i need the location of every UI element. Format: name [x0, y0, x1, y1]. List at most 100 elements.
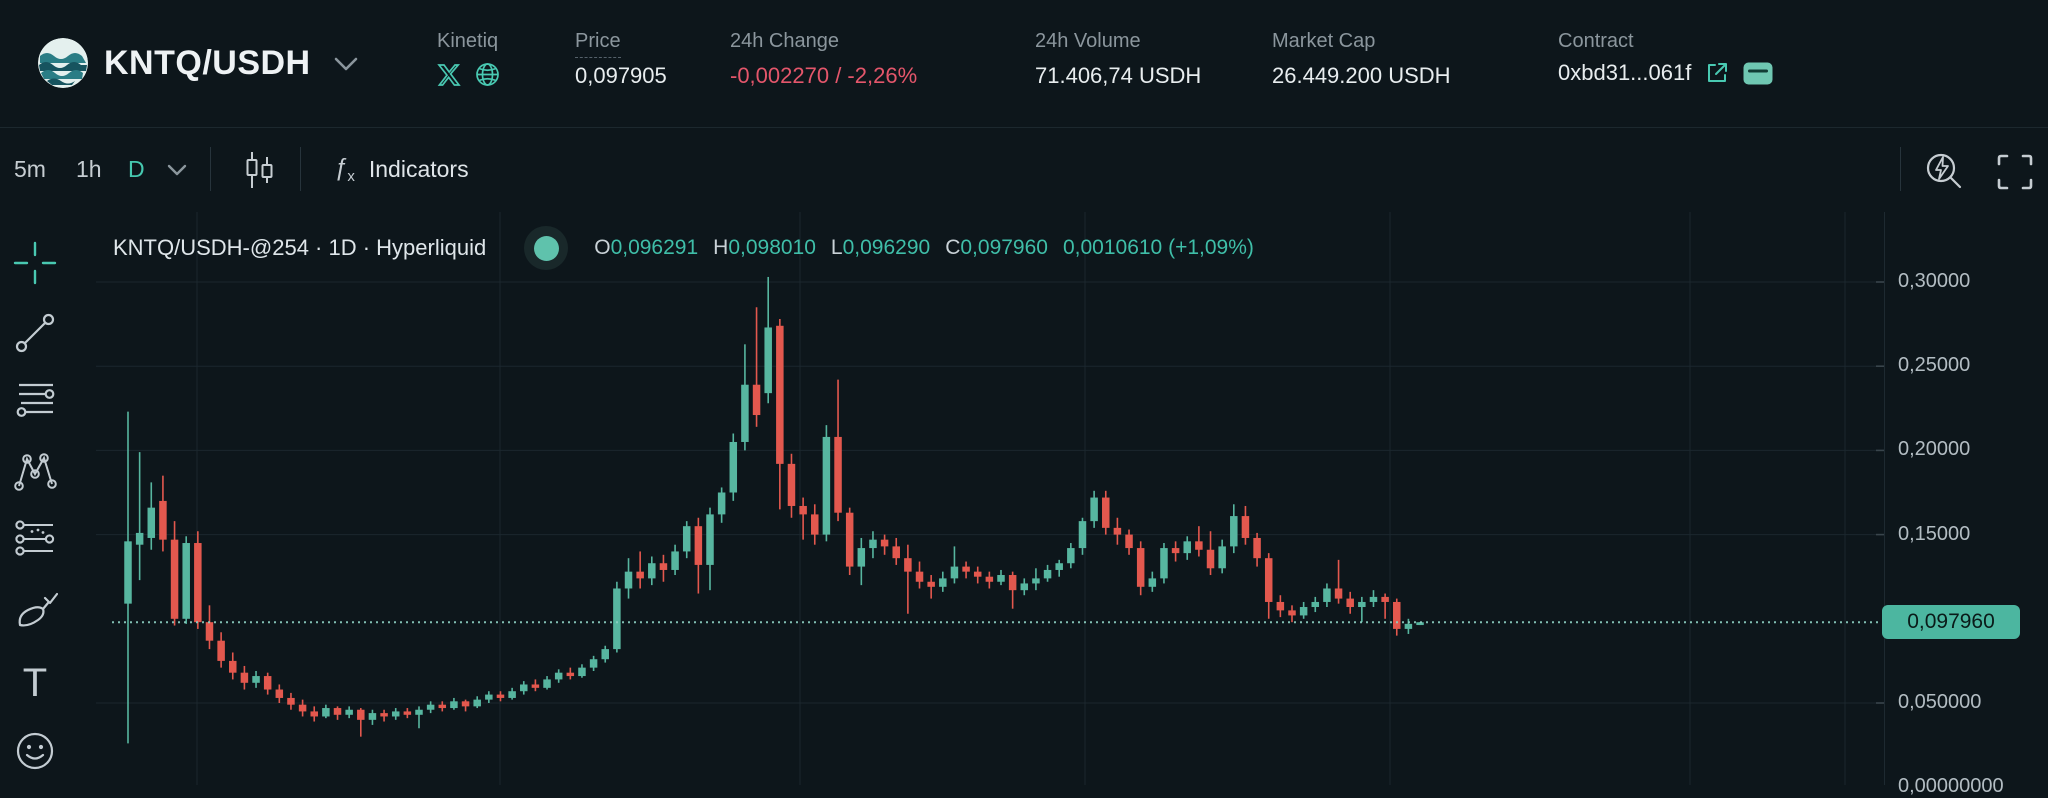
candle-body: [624, 571, 633, 589]
candle-body: [159, 500, 167, 540]
candle-body: [496, 694, 505, 698]
tool-crosshair[interactable]: [12, 240, 58, 286]
candle-body: [217, 640, 225, 661]
ohlc-change: 0,0010610 (+1,09%): [1062, 236, 1254, 259]
candle-body: [1218, 546, 1226, 569]
candle-body: [1008, 575, 1017, 591]
chart-toolbar: 5m 1h D ƒx Indicators: [0, 127, 2048, 212]
candle-body: [275, 689, 284, 698]
candle-body: [252, 676, 260, 683]
pair-selector[interactable]: KNTQ/USDH: [104, 0, 359, 127]
tool-text[interactable]: T: [12, 659, 58, 705]
chart-style-candles-icon[interactable]: [238, 149, 280, 191]
toolbar-divider: [210, 147, 211, 191]
candle-body: [1067, 548, 1075, 564]
candle-body: [333, 708, 342, 715]
wallet-icon[interactable]: [1743, 62, 1773, 85]
candle-body: [1346, 598, 1354, 608]
text-tool-icon: T: [23, 661, 47, 705]
candle-body: [298, 704, 307, 712]
tool-emoji[interactable]: [12, 728, 58, 774]
trend-line-icon: [15, 313, 55, 353]
fullscreen-icon[interactable]: [1996, 153, 2034, 191]
stat-volume-value: 71.406,74 USDH: [1035, 63, 1202, 88]
candle-body: [1276, 601, 1285, 611]
candle-body: [799, 505, 807, 515]
candle-body: [752, 384, 761, 416]
candle-body: [520, 684, 528, 692]
price-axis-label: 0,050000: [1898, 691, 1982, 713]
source-status-dot: [533, 235, 559, 261]
candle-body: [1393, 601, 1401, 629]
candle-body: [461, 701, 470, 707]
candle-body: [1206, 549, 1215, 569]
candle-body: [357, 709, 365, 720]
tool-fib-retracement[interactable]: [12, 517, 58, 563]
stat-marketcap-label: Market Cap: [1272, 30, 1376, 52]
tool-trend-line[interactable]: [12, 310, 58, 356]
indicators-label: Indicators: [368, 156, 469, 182]
tool-brush[interactable]: [12, 589, 58, 635]
candle-body: [1102, 497, 1110, 528]
candle-body: [822, 436, 831, 535]
candle-body: [706, 514, 714, 565]
candle-body: [415, 709, 423, 715]
x-social-icon[interactable]: [437, 63, 461, 87]
candle-body: [1032, 578, 1040, 584]
price-axis-label: 0,15000: [1898, 522, 1971, 545]
candle-body: [531, 684, 540, 688]
candle-body: [636, 571, 644, 579]
candle-body: [543, 679, 551, 688]
pair-name: KNTQ/USDH: [104, 44, 311, 82]
external-link-icon[interactable]: [1705, 61, 1729, 85]
svg-text:T: T: [23, 661, 47, 705]
flash-snapshot-icon[interactable]: [1922, 149, 1966, 193]
candle-body: [508, 691, 516, 698]
candle-body: [554, 672, 563, 680]
candle-body: [648, 563, 656, 579]
indicators-button[interactable]: ƒx Indicators: [334, 127, 469, 212]
tool-horizontal-lines[interactable]: [12, 377, 58, 423]
website-globe-icon[interactable]: [475, 62, 500, 87]
tool-xabcd-pattern[interactable]: [12, 447, 58, 493]
candle-body: [1369, 596, 1378, 602]
candle-body: [578, 667, 586, 677]
candle-body: [380, 713, 388, 717]
timeframe-1d[interactable]: D: [128, 156, 145, 182]
candle-body: [1358, 601, 1366, 608]
candle-body: [694, 526, 703, 565]
candle-body: [170, 539, 179, 619]
project-name: Kinetiq: [437, 30, 499, 52]
candle-body: [973, 571, 982, 577]
candle-body: [682, 526, 691, 552]
candle-body: [1183, 541, 1191, 554]
candle-body: [1055, 563, 1063, 570]
candle-body: [1136, 548, 1145, 587]
candle-body: [182, 543, 190, 619]
candle-body: [939, 578, 947, 587]
candle-body: [368, 713, 377, 720]
price-axis[interactable]: 0,097960 0,30000 0,25000 0,20000 0,15000 0,0…: [1882, 212, 2048, 797]
candle-body: [1323, 588, 1331, 602]
stat-volume-label: 24h Volume: [1035, 30, 1141, 52]
candle-body: [997, 575, 1005, 582]
candle-body: [1113, 527, 1122, 535]
candle-body: [927, 581, 935, 587]
candle-body: [1020, 583, 1029, 591]
candle-body: [729, 441, 738, 493]
stat-contract-value: 0xbd31...061f: [1558, 60, 1692, 85]
candle-body: [287, 697, 295, 705]
candle-body: [1160, 548, 1168, 579]
candle-body: [845, 512, 854, 567]
candle-body: [1230, 516, 1238, 547]
timeframe-chevron-down-icon[interactable]: [166, 163, 188, 177]
chevron-down-icon: [334, 57, 357, 70]
candle-body: [811, 514, 819, 535]
timeframe-1h[interactable]: 1h: [76, 156, 102, 182]
candle-body: [1241, 516, 1250, 538]
candle-body: [741, 384, 749, 442]
candle-body: [124, 541, 132, 604]
timeframe-5m[interactable]: 5m: [14, 156, 46, 182]
candle-body: [485, 694, 493, 700]
